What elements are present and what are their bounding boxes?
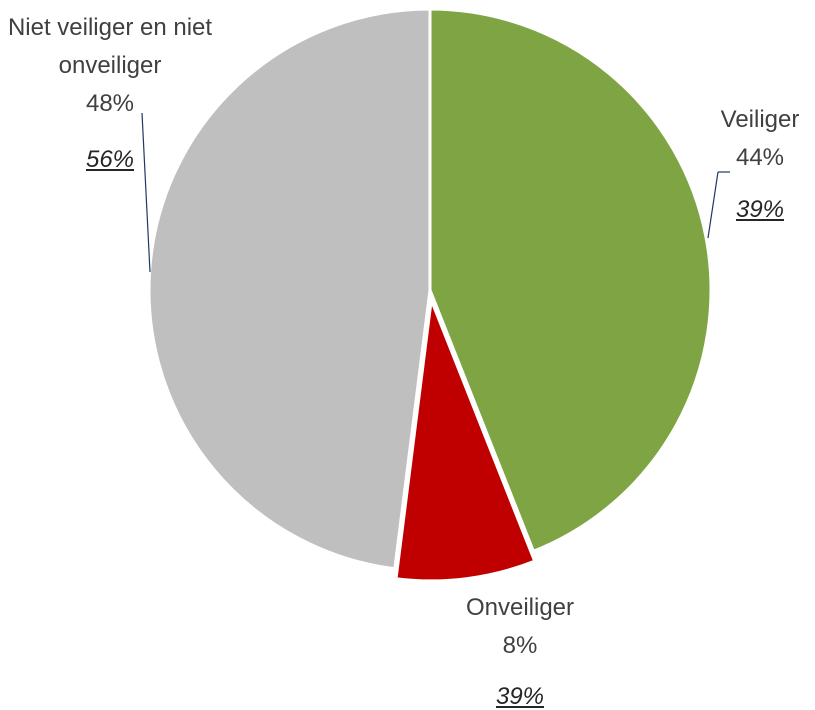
slice-label: Onveiliger 8% xyxy=(420,589,620,665)
category-label: Niet veiliger en niet onveiliger xyxy=(7,14,213,79)
value-label: 48% xyxy=(85,90,135,117)
pie-slice xyxy=(428,7,713,553)
leader-line xyxy=(141,112,151,273)
reference-label: 39% xyxy=(735,196,785,223)
category-label: Veiliger xyxy=(720,106,800,133)
pie-slice xyxy=(147,7,432,571)
value-label: 8% xyxy=(502,632,538,659)
slice-label: Niet veiliger en niet onveiliger 48% xyxy=(0,9,220,123)
reference-label: 39% xyxy=(495,683,545,710)
slice-label: Veiliger 44% xyxy=(680,101,815,177)
value-label: 44% xyxy=(735,144,785,171)
category-label: Onveiliger xyxy=(465,594,575,621)
reference-label: 56% xyxy=(85,146,135,173)
leader-line xyxy=(707,171,719,239)
pie-slice xyxy=(394,298,537,583)
